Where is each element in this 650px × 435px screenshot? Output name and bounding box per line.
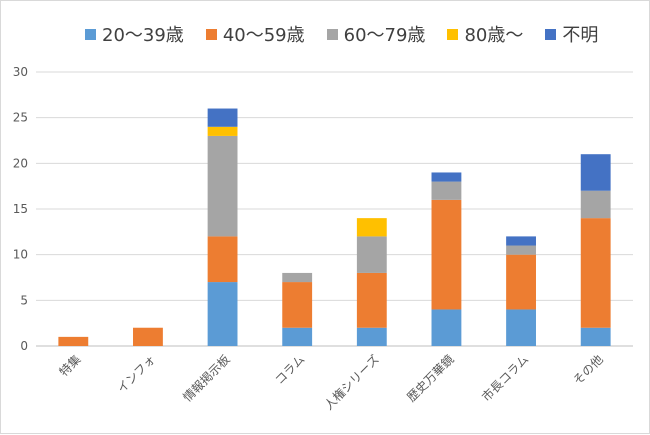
bar-segment [356, 327, 387, 346]
y-tick-label: 30 [13, 65, 28, 79]
bar-segment [506, 309, 536, 346]
bar-segment [431, 199, 462, 310]
bar-segment [506, 254, 536, 310]
bar-segment [207, 282, 238, 346]
chart-legend: 20～39歳 40～59歳 60～79歳 80歳～ 不明 [85, 21, 620, 47]
y-tick-label: 0 [20, 339, 28, 353]
legend-item: 60～79歳 [326, 21, 426, 47]
x-tick-label: 情報掲示板 [180, 352, 233, 405]
bar-segment [506, 236, 536, 246]
legend-swatch [447, 28, 459, 40]
legend-swatch [205, 28, 217, 40]
bar-segment [282, 282, 313, 328]
bar-segment [207, 108, 238, 127]
bar-segment [207, 135, 238, 237]
bar-segment [580, 327, 611, 346]
bar-segment [282, 272, 313, 283]
bar-segment [580, 190, 611, 219]
legend-label: 40～59歳 [222, 25, 305, 46]
bar-segment [207, 126, 238, 136]
bar-segment [356, 272, 387, 328]
y-tick-label: 25 [13, 111, 28, 125]
bar-segment [356, 236, 387, 273]
bar-segment [431, 181, 462, 200]
bar-segment [431, 309, 462, 346]
bar-segment [356, 218, 387, 237]
bar-segment [58, 336, 89, 346]
legend-label: 不明 [562, 25, 599, 46]
x-tick-label: コラム [272, 352, 307, 387]
x-tick-label: インフォ [114, 352, 158, 396]
x-tick-label: 市長コラム [478, 352, 531, 405]
y-tick-label: 20 [13, 156, 28, 170]
bar-segment [431, 172, 462, 182]
y-tick-label: 15 [13, 202, 28, 216]
x-tick-label: 人権シリーズ [321, 352, 382, 413]
legend-swatch [326, 28, 338, 40]
bar-segment [580, 154, 611, 191]
legend-swatch [545, 28, 557, 40]
bar-segment [282, 327, 313, 346]
legend-item: 20～39歳 [85, 21, 184, 47]
legend-label: 60～79歳 [343, 25, 426, 46]
legend-swatch [85, 28, 96, 40]
legend-item: 80歳～ [447, 21, 523, 47]
bar-segment [207, 236, 238, 283]
legend-label: 80歳～ [464, 25, 524, 46]
y-tick-label: 5 [20, 293, 28, 307]
bar-segment [580, 218, 611, 328]
bar-segment [133, 327, 163, 346]
x-tick-label: その他 [570, 352, 605, 387]
legend-item: 不明 [545, 21, 598, 47]
bar-segment [506, 245, 536, 255]
legend-item: 40～59歳 [205, 21, 305, 47]
x-tick-label: 特集 [56, 352, 84, 380]
x-tick-label: 歴史万華鏡 [404, 352, 457, 405]
y-tick-label: 10 [13, 248, 28, 262]
legend-label: 20～39歳 [102, 25, 184, 46]
